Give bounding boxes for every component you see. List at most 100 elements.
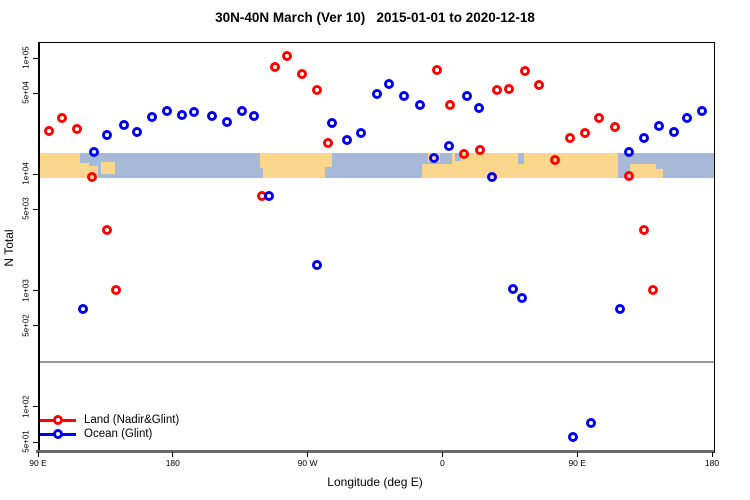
data-point-land <box>593 113 604 124</box>
land-segment <box>80 162 90 178</box>
x-tick <box>711 452 713 457</box>
ocean-spot <box>324 166 333 178</box>
data-point-ocean <box>508 284 519 295</box>
data-point-ocean <box>614 303 625 314</box>
data-point-land <box>475 145 486 156</box>
y-tick <box>33 441 38 443</box>
legend-item-ocean: Ocean (Glint) <box>40 427 179 441</box>
legend-label-ocean: Ocean (Glint) <box>84 428 153 440</box>
map-band <box>40 153 714 178</box>
data-point-ocean <box>102 130 113 141</box>
data-point-ocean <box>623 147 634 158</box>
data-point-ocean <box>147 111 158 122</box>
data-point-land <box>312 85 323 96</box>
data-point-ocean <box>428 153 439 164</box>
ocean-spot <box>517 153 524 165</box>
data-point-land <box>322 137 333 148</box>
data-point-land <box>610 122 621 133</box>
y-tick <box>33 290 38 292</box>
data-point-ocean <box>189 107 200 118</box>
data-point-ocean <box>372 89 382 100</box>
y-tick-label: 5e+03 <box>21 197 31 221</box>
chart-title: 30N-40N March (Ver 10) 2015-01-01 to 202… <box>215 10 535 25</box>
y-tick <box>33 173 38 175</box>
y-tick <box>33 406 38 408</box>
data-point-ocean <box>78 303 89 314</box>
data-point-ocean <box>473 102 484 113</box>
land-segment <box>260 153 333 178</box>
land-series-circle-icon <box>53 415 63 425</box>
data-point-ocean <box>586 418 597 429</box>
data-point-ocean <box>443 140 454 151</box>
data-point-land <box>43 126 54 137</box>
data-point-ocean <box>398 91 409 102</box>
data-point-land <box>580 128 591 139</box>
data-point-ocean <box>517 292 528 303</box>
data-point-land <box>111 285 122 296</box>
land-segment <box>630 164 656 178</box>
ocean-series-circle-icon <box>53 429 63 439</box>
data-point-ocean <box>342 135 353 146</box>
data-point-land <box>431 65 442 76</box>
data-point-ocean <box>162 105 173 116</box>
x-tick <box>441 452 443 457</box>
y-tick <box>33 325 38 327</box>
data-point-ocean <box>237 105 248 116</box>
data-point-ocean <box>207 110 218 121</box>
y-tick <box>33 92 38 94</box>
data-point-land <box>87 171 98 182</box>
data-point-ocean <box>487 171 498 182</box>
data-point-ocean <box>249 110 260 121</box>
y-tick-label: 5e+01 <box>21 430 31 453</box>
x-tick <box>307 452 309 457</box>
x-tick-label: 0 <box>440 458 445 468</box>
data-point-ocean <box>415 100 426 111</box>
land-segment <box>89 165 99 178</box>
data-point-ocean <box>222 116 233 127</box>
legend-label-land: Land (Nadir&Glint) <box>84 414 180 426</box>
data-point-land <box>638 224 649 235</box>
data-point-land <box>520 65 531 76</box>
land-segment <box>101 161 115 175</box>
data-point-ocean <box>88 146 99 157</box>
data-point-ocean <box>355 128 366 139</box>
data-point-land <box>491 85 502 96</box>
data-point-ocean <box>118 120 129 131</box>
data-point-land <box>445 100 456 111</box>
x-tick-label: 180 <box>165 458 180 468</box>
y-tick-label: 5e+02 <box>21 313 31 337</box>
data-point-land <box>297 69 308 80</box>
data-point-land <box>647 285 658 296</box>
data-point-ocean <box>668 127 679 138</box>
data-point-ocean <box>568 432 579 443</box>
data-point-ocean <box>697 105 708 116</box>
land-series-key <box>40 415 76 425</box>
x-tick <box>172 452 174 457</box>
legend: Land (Nadir&Glint) Ocean (Glint) <box>40 413 179 441</box>
data-point-ocean <box>682 113 693 124</box>
data-point-ocean <box>461 91 472 102</box>
x-tick-label: 90 E <box>568 458 586 468</box>
data-point-ocean <box>264 191 275 202</box>
legend-item-land: Land (Nadir&Glint) <box>40 413 179 427</box>
land-segment <box>655 169 664 178</box>
x-tick-label: 90 W <box>297 458 318 468</box>
plot-area <box>38 42 715 453</box>
data-point-land <box>623 170 634 181</box>
data-point-land <box>72 124 83 135</box>
y-tick <box>33 208 38 210</box>
ocean-spot <box>260 168 264 178</box>
ocean-spot <box>454 153 461 161</box>
data-point-ocean <box>177 110 188 120</box>
data-point-land <box>102 224 113 235</box>
data-point-ocean <box>132 127 143 138</box>
reference-line <box>40 360 714 363</box>
data-point-ocean <box>383 78 394 89</box>
y-tick <box>33 57 38 59</box>
y-tick-label: 5e+04 <box>21 81 31 104</box>
x-tick-label: 180 <box>704 458 720 468</box>
data-point-land <box>270 62 281 73</box>
data-point-ocean <box>327 118 338 129</box>
land-segment <box>421 164 452 178</box>
